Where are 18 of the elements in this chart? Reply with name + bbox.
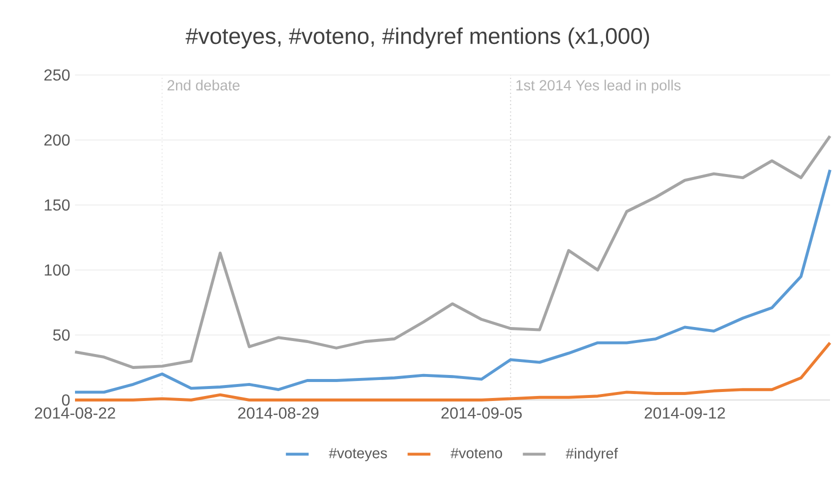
y-tick-label: 150 <box>44 199 70 211</box>
chart-title: #voteyes, #voteno, #indyref mentions (x1,000) <box>186 27 650 49</box>
x-tick-label: 2014-09-05 <box>441 407 522 419</box>
ref-line-label: 2nd debate <box>168 80 240 90</box>
legend-label: #indyref <box>566 448 618 462</box>
line-series <box>74 134 832 369</box>
legend-label: #voteno <box>450 448 502 458</box>
y-tick-label: 200 <box>44 134 70 146</box>
x-tick-label: 2014-08-22 <box>34 407 116 419</box>
ref-line-label: 1st 2014 Yes lead in polls <box>516 80 681 94</box>
y-tick-label: 50 <box>53 329 70 341</box>
y-tick-label: 250 <box>44 69 70 81</box>
legend-label: #voteyes <box>328 448 387 462</box>
x-tick-label: 2014-08-29 <box>238 407 318 419</box>
y-tick-label: 100 <box>44 264 70 276</box>
x-tick-label: 2014-09-12 <box>644 407 725 419</box>
line-series <box>74 168 832 394</box>
y-tick-label: 0 <box>62 394 70 406</box>
